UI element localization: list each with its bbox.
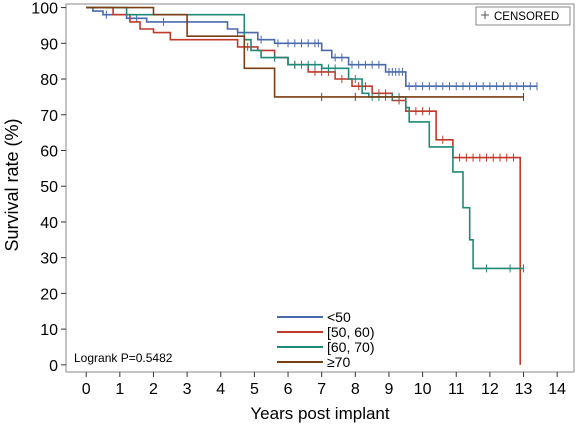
y-tick-label: 40: [40, 215, 58, 232]
series-1: [86, 6, 521, 365]
y-tick-label: 60: [40, 143, 58, 160]
y-tick-label: 70: [40, 108, 58, 125]
x-tick-label: 14: [548, 381, 566, 398]
legend-label: ≥70: [327, 354, 350, 370]
y-tick-label: 20: [40, 286, 58, 303]
legend-label: [50, 60): [327, 324, 374, 340]
legend-label: <50: [327, 309, 351, 325]
x-tick-label: 2: [149, 381, 158, 398]
censored-legend-label: CENSORED: [494, 11, 559, 23]
x-tick-label: 13: [515, 381, 533, 398]
y-axis-label: Survival rate (%): [2, 118, 22, 251]
survival-curve: [86, 6, 537, 87]
x-tick-label: 6: [284, 381, 293, 398]
y-tick-label: 50: [40, 179, 58, 196]
x-axis-label: Years post implant: [250, 404, 390, 423]
x-tick-label: 9: [385, 381, 394, 398]
plot-frame: [65, 3, 575, 373]
x-tick-label: 11: [448, 381, 465, 398]
x-axis: 0 1 2 3 4 5 6 7 8 9 10 11 12 13 14: [82, 372, 566, 398]
x-tick-label: 3: [183, 381, 192, 398]
logrank-annotation: Logrank P=0.5482: [74, 351, 173, 365]
x-tick-label: 12: [481, 381, 499, 398]
y-tick-label: 90: [40, 36, 58, 53]
series-layer: [86, 6, 538, 365]
y-tick-label: 80: [40, 72, 58, 89]
survival-curve: [86, 6, 524, 98]
series-0: [86, 6, 538, 91]
y-axis: 0 10 20 30 40 50 60 70 80 90 100: [31, 1, 66, 375]
series-legend: <50[50, 60)[60, 70)≥70: [277, 309, 374, 370]
x-tick-label: 7: [317, 381, 326, 398]
y-tick-label: 10: [40, 322, 58, 339]
survival-curve: [86, 6, 521, 365]
series-3: [86, 6, 525, 101]
y-tick-label: 100: [31, 1, 58, 18]
legend-label: [60, 70): [327, 339, 374, 355]
series-2: [86, 6, 525, 273]
censored-legend: CENSORED: [475, 6, 571, 26]
x-tick-label: 10: [414, 381, 432, 398]
x-tick-label: 8: [351, 381, 360, 398]
y-tick-label: 30: [40, 251, 58, 268]
x-tick-label: 5: [250, 381, 259, 398]
x-tick-label: 1: [115, 381, 124, 398]
y-tick-label: 0: [49, 358, 58, 375]
censored-legend-box: [475, 6, 571, 26]
x-tick-label: 4: [216, 381, 225, 398]
x-tick-label: 0: [82, 381, 91, 398]
survival-curve: [86, 6, 524, 270]
